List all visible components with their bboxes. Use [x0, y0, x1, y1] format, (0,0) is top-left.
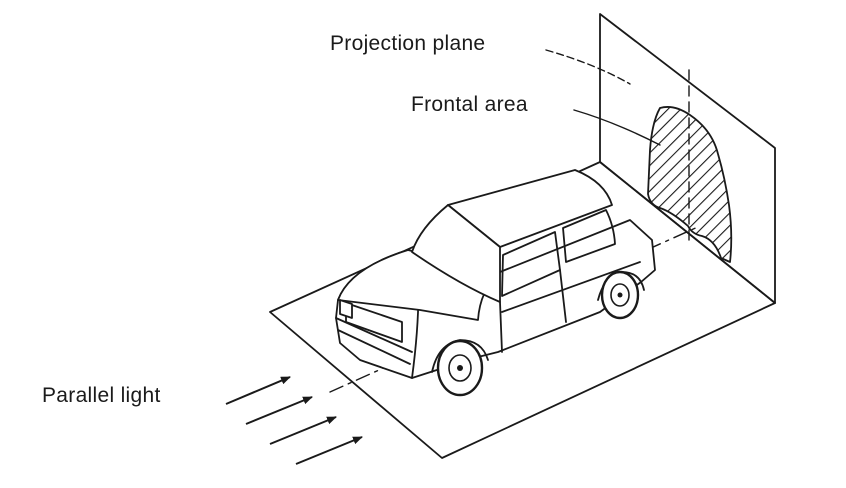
- projection-plane-label: Projection plane: [330, 32, 486, 55]
- parallel-light-arrow: [295, 436, 363, 465]
- frontal-area-label: Frontal area: [411, 93, 528, 116]
- frontal-area-leader: [573, 109, 661, 146]
- car-rear-wheel: [600, 270, 640, 320]
- parallel-light-label: Parallel light: [42, 384, 161, 407]
- car-front-wheel: [436, 339, 484, 397]
- car-roof: [447, 169, 613, 248]
- parallel-light-arrow: [225, 376, 291, 405]
- parallel-light-arrow: [269, 416, 337, 445]
- car-door-line: [499, 261, 641, 353]
- projection-plane: [599, 13, 776, 304]
- car-window-rear: [562, 209, 616, 263]
- car-headlamp: [339, 299, 353, 319]
- projection-plane-leader: [545, 49, 631, 85]
- parallel-light-arrow: [245, 396, 313, 425]
